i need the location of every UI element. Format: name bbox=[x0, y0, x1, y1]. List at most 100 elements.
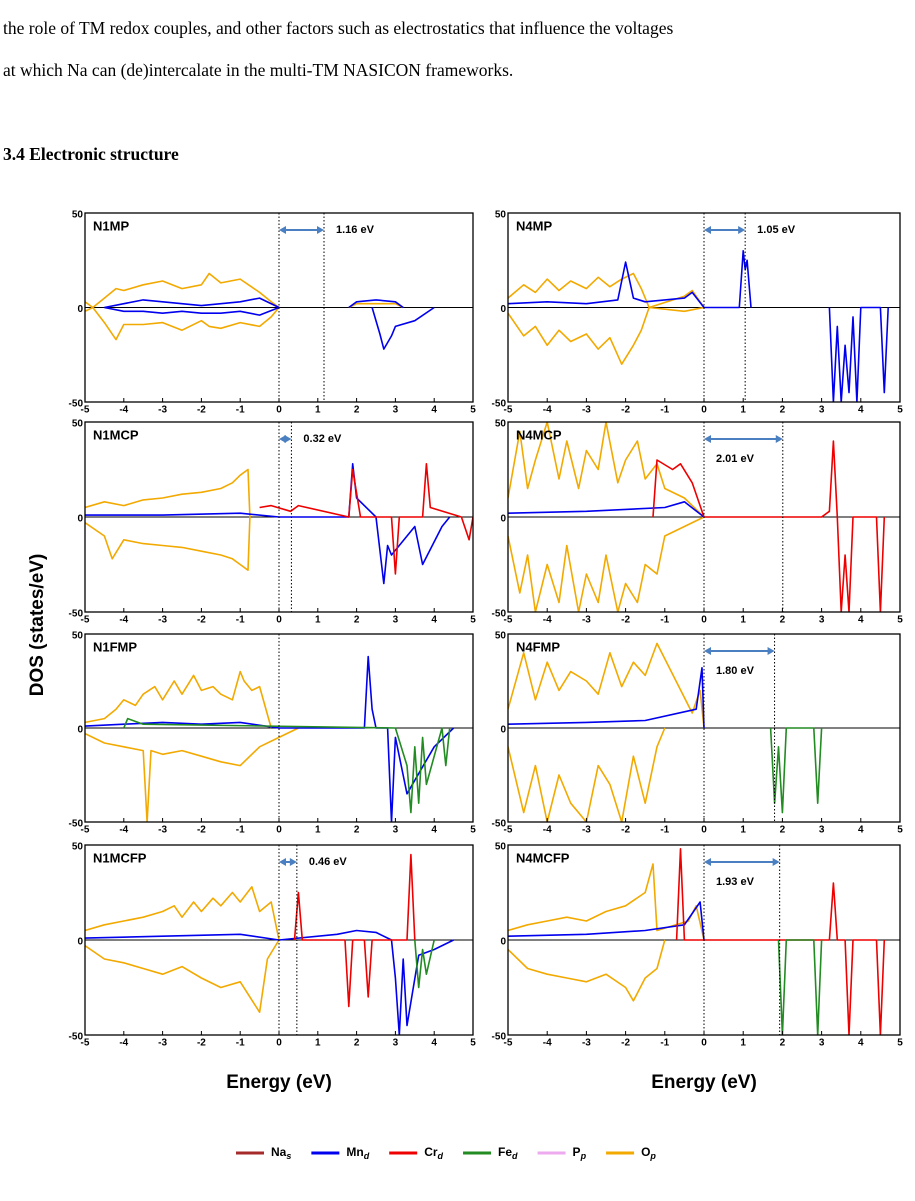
x-tick-label: 5 bbox=[897, 825, 903, 836]
dos-curve bbox=[508, 272, 705, 309]
x-tick-label: 5 bbox=[470, 825, 476, 836]
dos-curve bbox=[508, 863, 705, 941]
y-tick-label: 50 bbox=[495, 631, 507, 642]
dos-curve bbox=[508, 667, 705, 729]
x-tick-label: -2 bbox=[621, 615, 630, 626]
arrow-head bbox=[279, 435, 286, 443]
dos-curve bbox=[85, 272, 280, 309]
gap-label: 2.01 eV bbox=[716, 453, 755, 465]
y-tick-label: 0 bbox=[77, 937, 83, 948]
y-tick-label: 0 bbox=[77, 514, 83, 525]
x-tick-label: -5 bbox=[81, 825, 90, 836]
dos-curve bbox=[828, 306, 889, 402]
dos-curve bbox=[414, 939, 435, 989]
x-tick-label: 1 bbox=[315, 1038, 321, 1049]
arrow-head bbox=[704, 858, 711, 866]
panel-title: N1FMP bbox=[93, 639, 137, 654]
x-tick-label: 1 bbox=[315, 825, 321, 836]
dos-curve bbox=[85, 939, 280, 1013]
plot-area bbox=[85, 272, 435, 350]
y-tick-label: 0 bbox=[77, 304, 83, 315]
y-tick-label: -50 bbox=[69, 609, 84, 620]
x-tick-label: 0 bbox=[276, 1038, 282, 1049]
legend-label: Crd bbox=[424, 1145, 443, 1161]
dos-curve bbox=[85, 727, 299, 822]
x-tick-label: -3 bbox=[158, 405, 167, 416]
dos-curve bbox=[259, 463, 473, 575]
dos-curve bbox=[508, 939, 666, 1002]
x-tick-label: 4 bbox=[431, 405, 437, 416]
dos-curve bbox=[85, 886, 280, 941]
x-tick-label: -1 bbox=[236, 825, 245, 836]
x-tick-label: 0 bbox=[701, 1038, 707, 1049]
legend-label: Pp bbox=[573, 1145, 587, 1161]
x-tick-label: 3 bbox=[393, 825, 399, 836]
y-tick-label: 0 bbox=[500, 514, 506, 525]
x-tick-label: -5 bbox=[81, 615, 90, 626]
x-tick-label: -1 bbox=[660, 615, 669, 626]
x-tick-label: 2 bbox=[780, 1038, 786, 1049]
dos-curve bbox=[508, 250, 752, 309]
arrow-head bbox=[738, 226, 746, 234]
y-tick-label: 50 bbox=[72, 842, 84, 853]
x-tick-label: 2 bbox=[354, 825, 360, 836]
text-line: at which Na can (de)intercalate in the m… bbox=[3, 60, 514, 80]
plot-area bbox=[508, 250, 889, 402]
y-tick-label: 0 bbox=[500, 304, 506, 315]
panel-title: N1MCP bbox=[93, 427, 139, 442]
x-tick-label: -4 bbox=[543, 615, 552, 626]
x-tick-label: -2 bbox=[621, 825, 630, 836]
y-tick-label: 50 bbox=[72, 210, 84, 221]
dos-curve bbox=[777, 939, 823, 1035]
x-tick-label: 3 bbox=[393, 615, 399, 626]
gap-label: 1.80 eV bbox=[716, 665, 755, 677]
y-tick-label: -50 bbox=[69, 399, 84, 410]
plot-area bbox=[508, 848, 886, 1035]
x-tick-label: 4 bbox=[858, 1038, 864, 1049]
x-tick-label: 0 bbox=[701, 405, 707, 416]
x-axis-label: Energy (eV) bbox=[651, 1072, 757, 1093]
dos-curve bbox=[508, 901, 705, 941]
gap-label: 0.46 eV bbox=[309, 856, 348, 868]
x-tick-label: 3 bbox=[393, 405, 399, 416]
y-tick-label: -50 bbox=[492, 399, 507, 410]
y-axis-label: DOS (states/eV) bbox=[27, 554, 48, 697]
x-tick-label: -3 bbox=[158, 825, 167, 836]
plot-area bbox=[85, 655, 455, 822]
arrow-head bbox=[317, 226, 325, 234]
legend-name: Fe bbox=[498, 1145, 512, 1159]
x-tick-label: 0 bbox=[276, 405, 282, 416]
y-tick-label: -50 bbox=[492, 819, 507, 830]
legend-name: Cr bbox=[424, 1145, 438, 1159]
x-tick-label: -3 bbox=[582, 1038, 591, 1049]
x-tick-label: -5 bbox=[504, 615, 513, 626]
x-tick-label: -3 bbox=[158, 1038, 167, 1049]
legend-subscript: p bbox=[649, 1151, 656, 1161]
dos-curve bbox=[85, 468, 251, 518]
panel-title: N4MCP bbox=[516, 427, 562, 442]
x-tick-label: 0 bbox=[701, 825, 707, 836]
panel-title: N1MCFP bbox=[93, 850, 147, 865]
x-tick-label: -4 bbox=[543, 405, 552, 416]
arrow-head bbox=[704, 435, 711, 443]
dos-curve bbox=[348, 302, 404, 309]
dos-curve bbox=[123, 717, 451, 814]
x-tick-label: -3 bbox=[582, 615, 591, 626]
legend-subscript: p bbox=[580, 1151, 587, 1161]
x-tick-label: -4 bbox=[543, 1038, 552, 1049]
x-tick-label: 1 bbox=[740, 1038, 746, 1049]
x-tick-label: 2 bbox=[354, 1038, 360, 1049]
gap-label: 0.32 eV bbox=[303, 433, 342, 445]
x-tick-label: 1 bbox=[740, 405, 746, 416]
x-tick-label: -2 bbox=[197, 1038, 206, 1049]
dos-curve bbox=[508, 642, 705, 729]
x-tick-label: 4 bbox=[431, 615, 437, 626]
section-heading: 3.4 Electronic structure bbox=[3, 144, 179, 164]
x-tick-label: 0 bbox=[701, 615, 707, 626]
x-tick-label: -1 bbox=[236, 615, 245, 626]
dos-curve bbox=[348, 299, 404, 309]
x-tick-label: 2 bbox=[780, 405, 786, 416]
x-tick-label: 3 bbox=[819, 825, 825, 836]
y-tick-label: -50 bbox=[492, 1032, 507, 1043]
x-tick-label: -4 bbox=[543, 825, 552, 836]
